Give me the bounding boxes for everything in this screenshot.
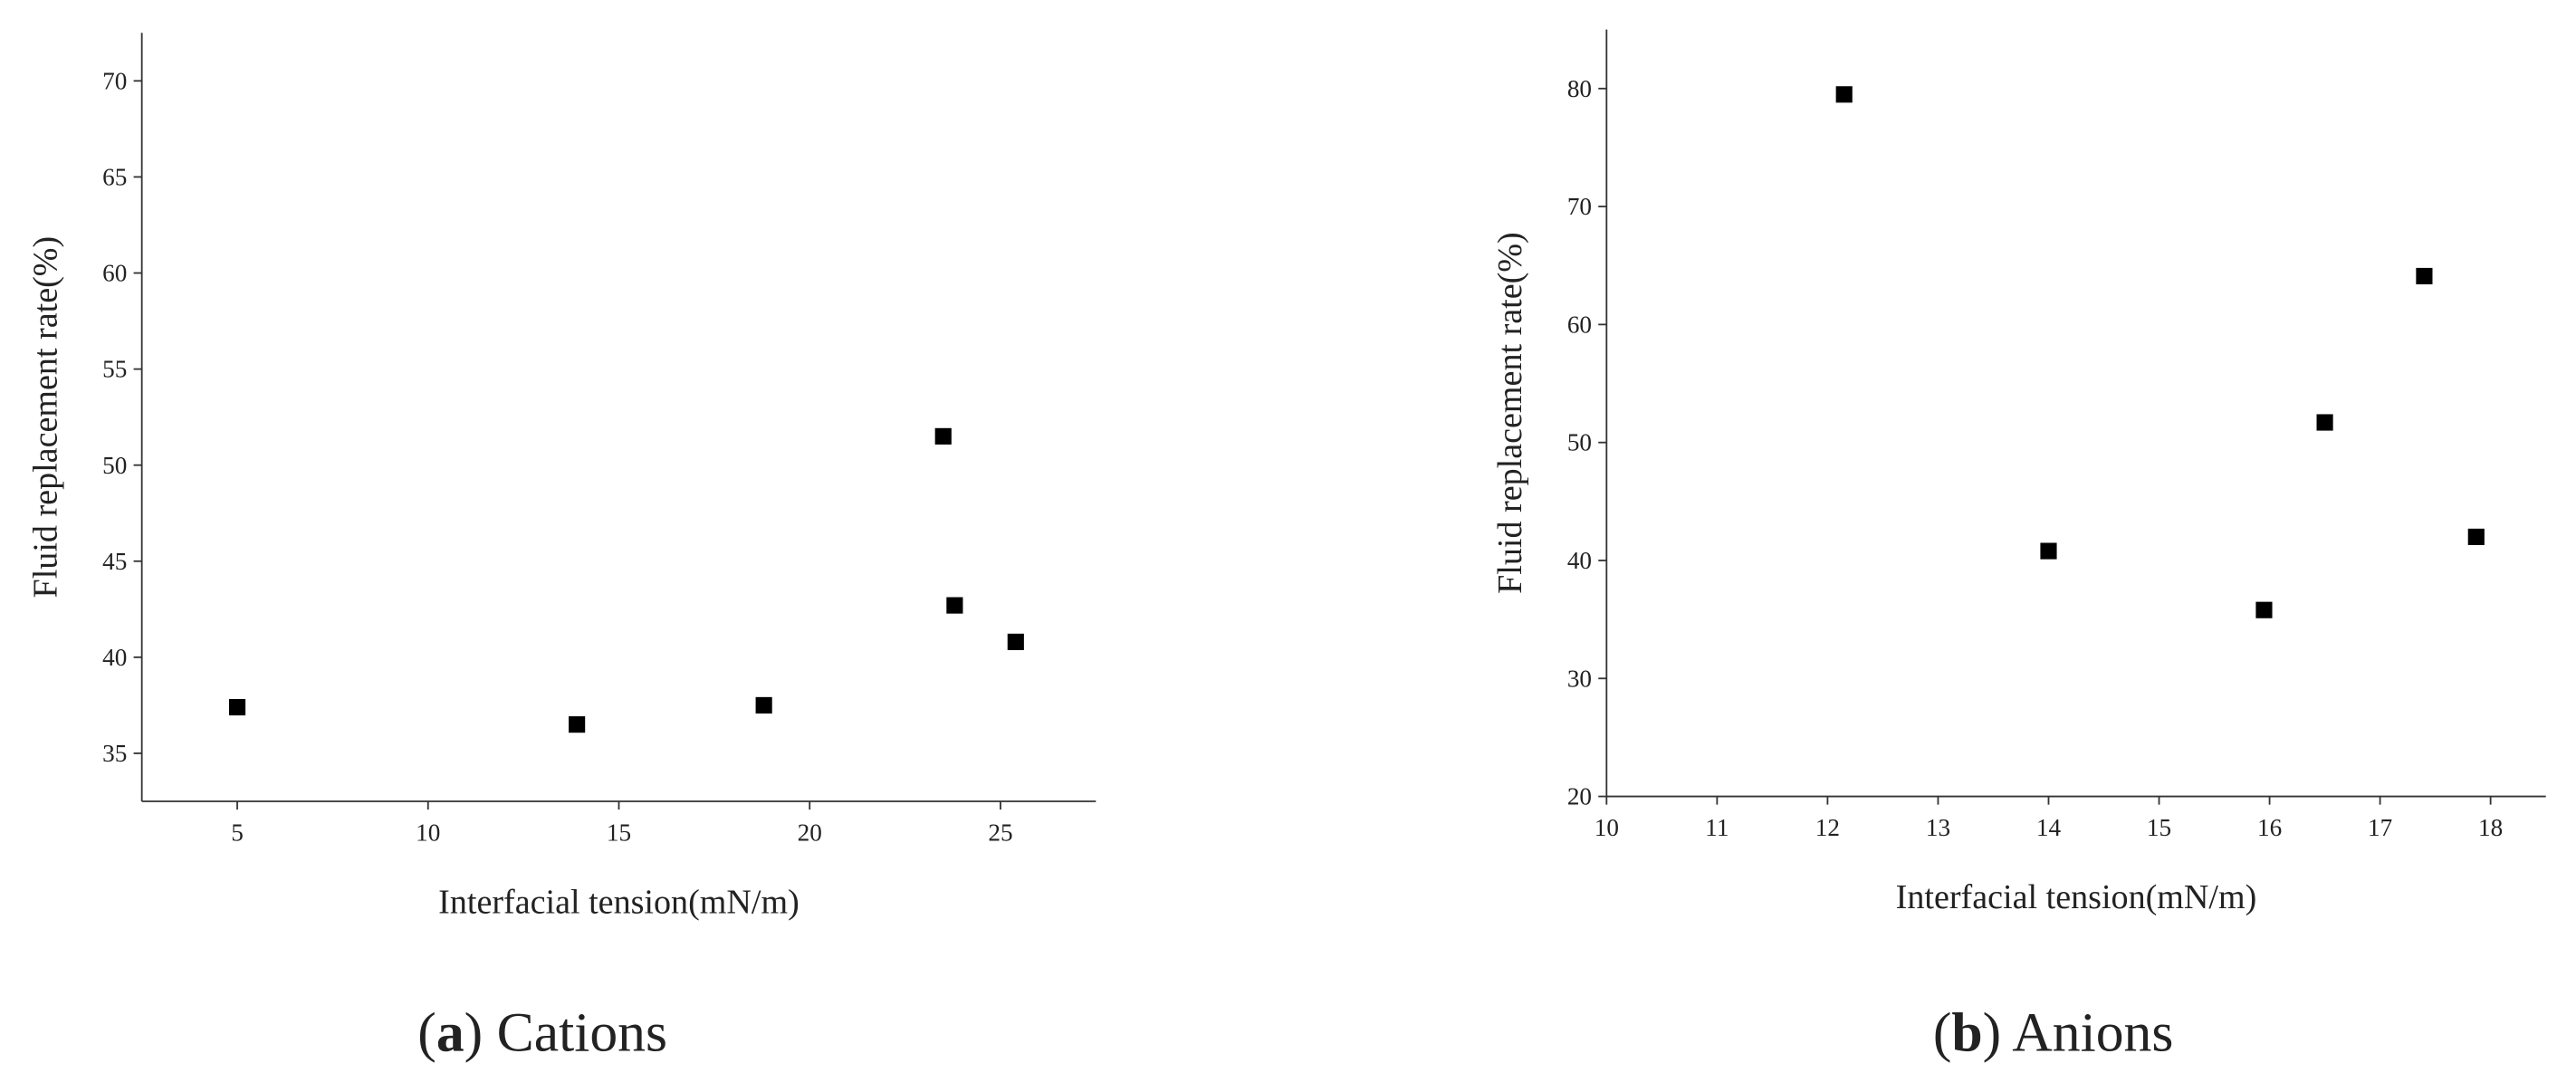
y-tick-label: 70	[102, 67, 127, 94]
caption: (a) Cations	[417, 1002, 667, 1064]
point	[2467, 528, 2485, 545]
x-tick-label: 5	[231, 819, 244, 847]
x-tick-label: 11	[1705, 814, 1729, 841]
caption-part: b	[1951, 1002, 1982, 1064]
y-tick-label: 45	[102, 548, 127, 575]
point	[946, 597, 963, 614]
y-tick-label: 35	[102, 740, 127, 767]
y-tick-label: 30	[1567, 665, 1592, 692]
y-tick-label: 65	[102, 163, 127, 190]
x-tick-label: 17	[2368, 814, 2392, 841]
x-tick-label: 13	[1926, 814, 1950, 841]
x-tick-label: 15	[607, 819, 631, 847]
y-tick-label: 70	[1567, 193, 1592, 220]
caption-part: (	[417, 1002, 436, 1064]
point	[1835, 86, 1853, 103]
y-tick-label: 20	[1567, 783, 1592, 810]
point	[2040, 542, 2057, 560]
caption: (b) Anions	[1933, 1002, 2174, 1064]
y-tick-label: 60	[1567, 311, 1592, 338]
point	[2316, 414, 2333, 431]
x-tick-label: 14	[2036, 814, 2062, 841]
x-tick-label: 10	[416, 819, 440, 847]
x-tick-label: 15	[2147, 814, 2171, 841]
x-axis-label: Interfacial tension(mN/m)	[438, 883, 800, 921]
x-tick-label: 12	[1815, 814, 1840, 841]
caption-part: (	[1933, 1002, 1952, 1064]
x-tick-label: 25	[988, 819, 1012, 847]
x-tick-label: 18	[2478, 814, 2503, 841]
caption-part: a	[436, 1002, 464, 1064]
x-axis-label: Interfacial tension(mN/m)	[1896, 878, 2257, 916]
point	[2416, 267, 2433, 285]
y-tick-label: 50	[102, 452, 127, 479]
point	[1007, 633, 1024, 650]
caption-part: ) Anions	[1983, 1002, 2174, 1064]
point	[569, 716, 586, 733]
y-tick-label: 55	[102, 356, 127, 383]
x-tick-label: 10	[1594, 814, 1619, 841]
point	[228, 698, 246, 716]
y-tick-label: 50	[1567, 429, 1592, 456]
y-axis-label: Fluid replacement rate(%)	[26, 236, 64, 599]
point	[934, 427, 952, 445]
y-tick-label: 40	[102, 644, 127, 671]
x-tick-label: 20	[798, 819, 822, 847]
y-tick-label: 40	[1567, 547, 1592, 574]
point	[2255, 601, 2273, 618]
x-tick-label: 16	[2257, 814, 2282, 841]
caption-part: ) Cations	[464, 1002, 667, 1064]
y-tick-label: 80	[1567, 75, 1592, 102]
y-tick-label: 60	[102, 260, 127, 287]
y-axis-label: Fluid replacement rate(%)	[1491, 232, 1529, 594]
point	[755, 696, 772, 714]
